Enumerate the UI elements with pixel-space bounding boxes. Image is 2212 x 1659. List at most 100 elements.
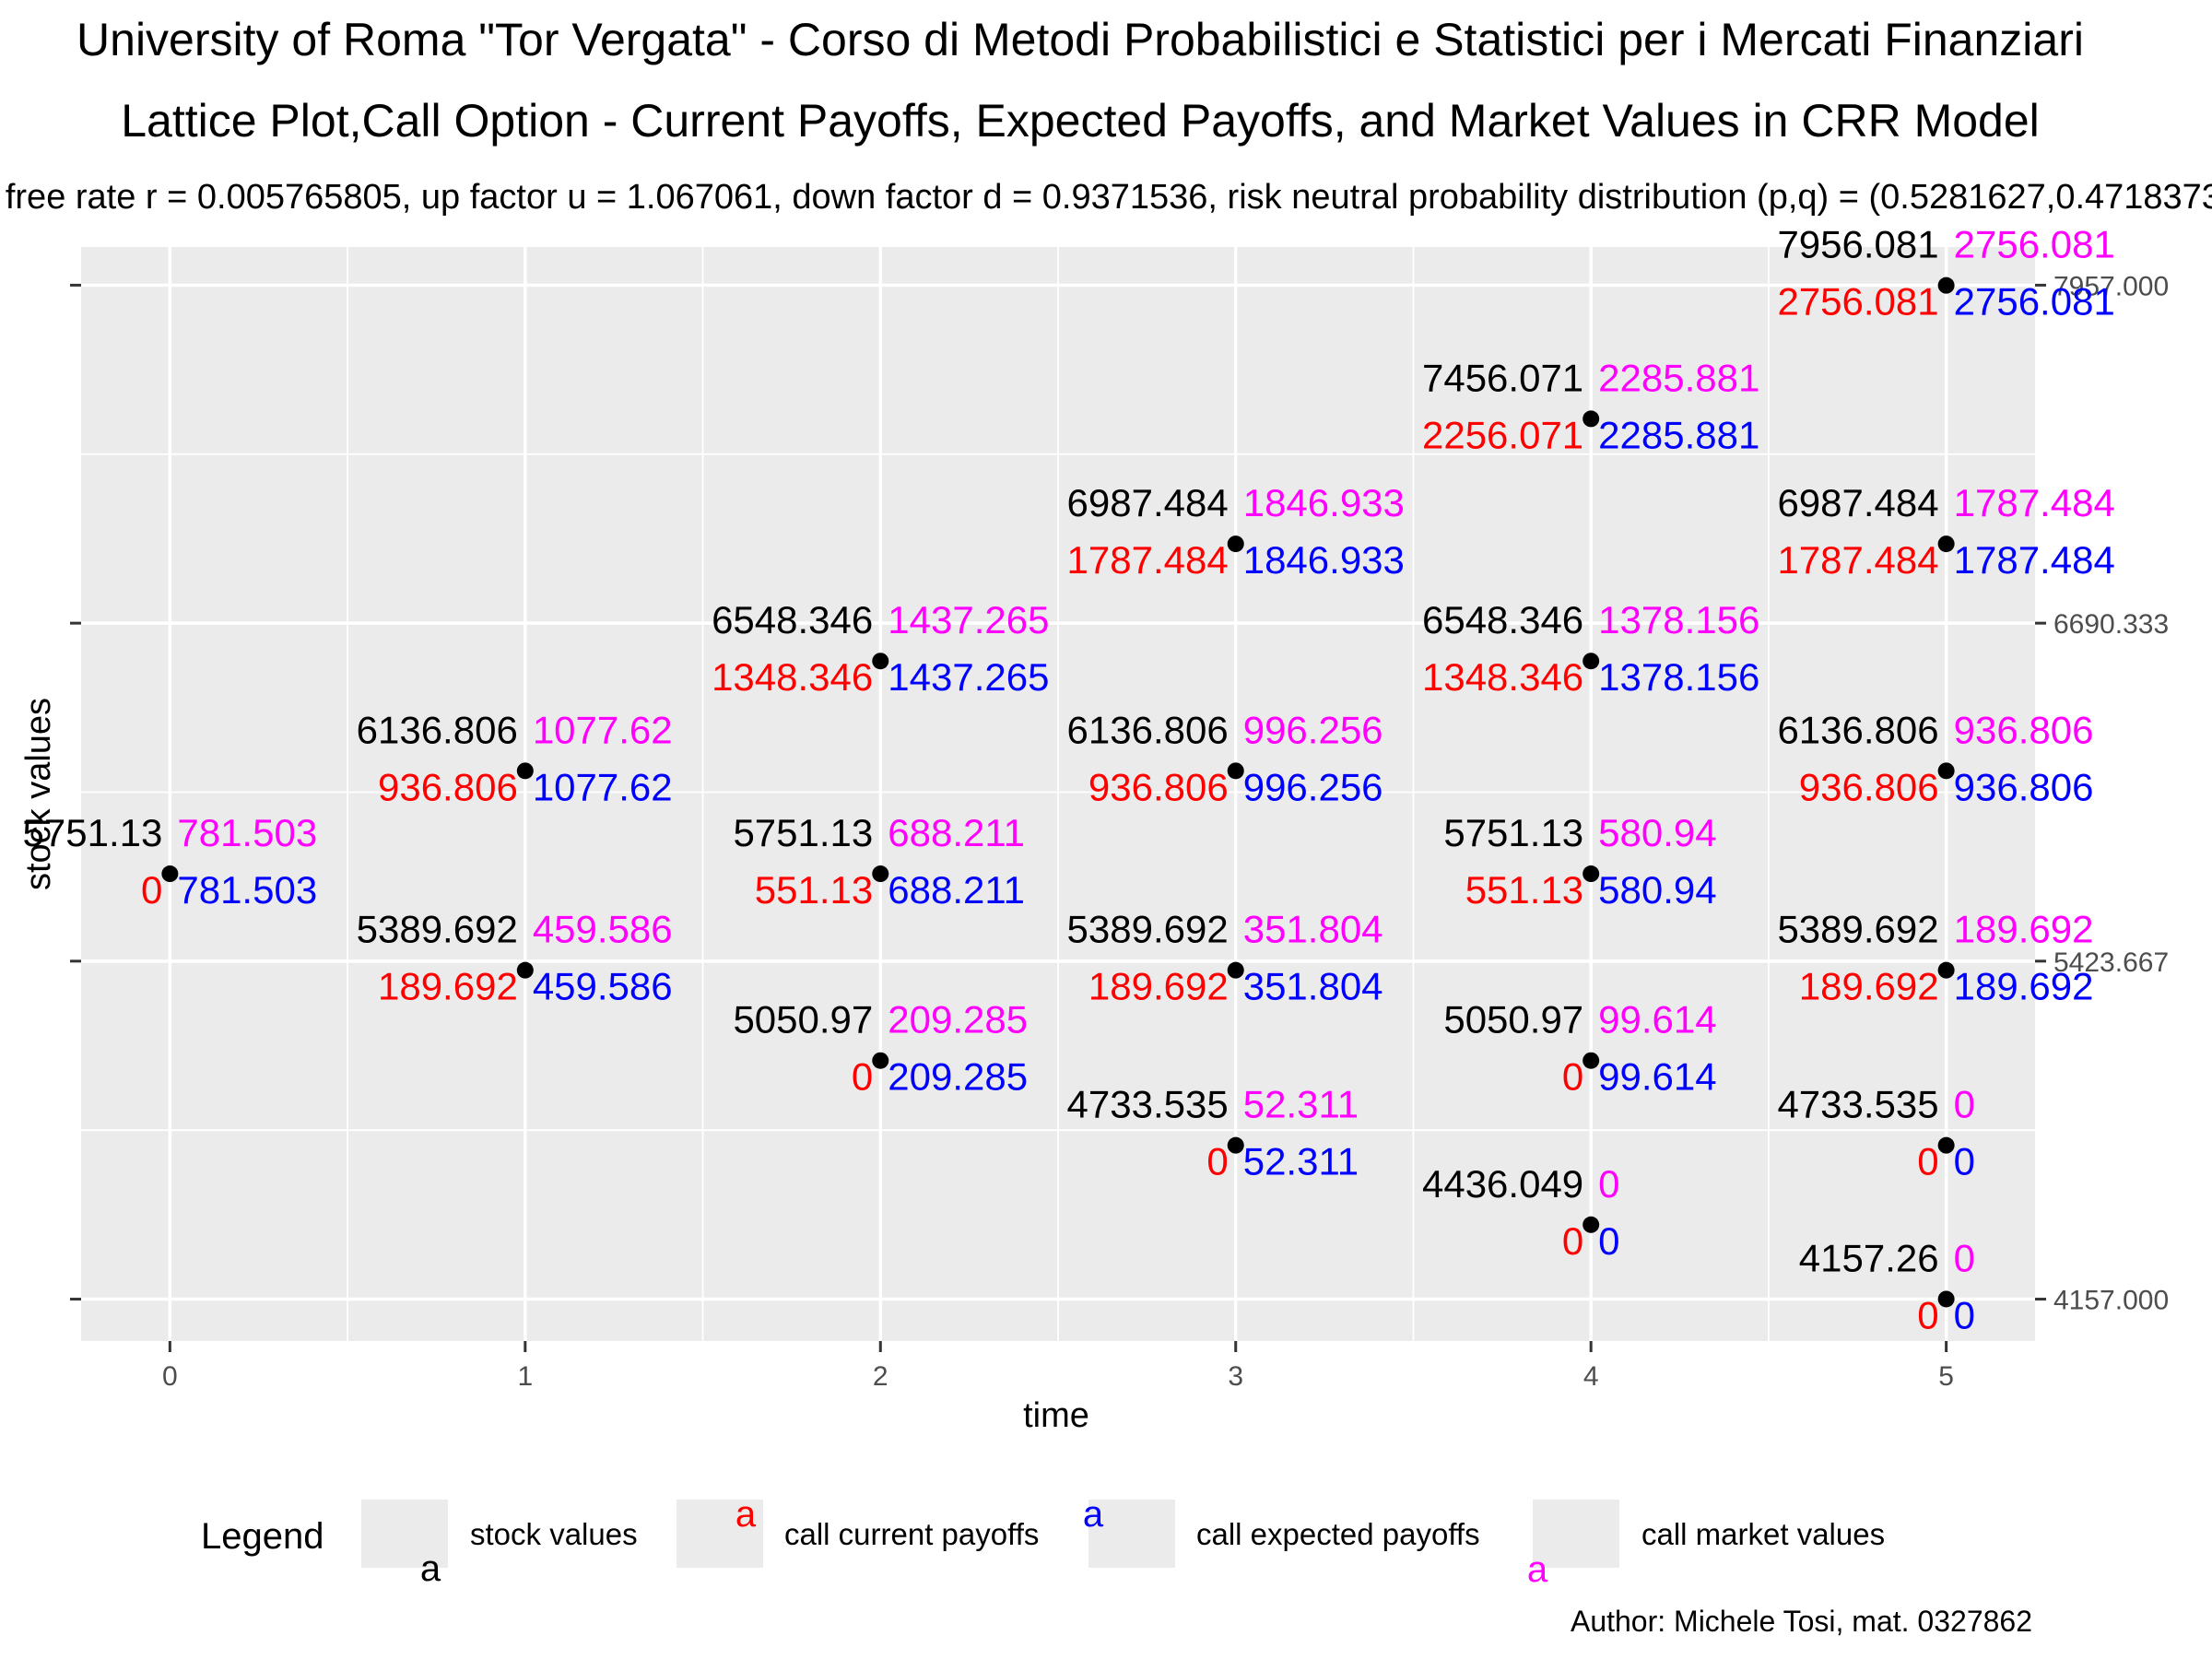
market-value-label: 1787.484: [1954, 481, 2115, 524]
lattice-node-point: [1583, 410, 1600, 428]
expected-payoff-label: 1378.156: [1598, 655, 1759, 699]
market-value-label: 351.804: [1243, 908, 1383, 951]
stock-value-label: 5751.13: [1443, 811, 1583, 854]
market-value-label: 99.614: [1598, 998, 1716, 1041]
expected-payoff-label: 936.806: [1954, 765, 2094, 808]
legend-key-glyph: a: [735, 1494, 757, 1535]
current-payoff-label: 1348.346: [1422, 655, 1583, 699]
expected-payoff-label: 0: [1954, 1140, 1975, 1183]
market-value-label: 0: [1954, 1236, 1975, 1279]
stock-value-label: 4436.049: [1422, 1162, 1583, 1206]
x-axis-tick-label: 3: [1228, 1361, 1243, 1392]
expected-payoff-label: 99.614: [1598, 1055, 1716, 1099]
current-payoff-label: 0: [1562, 1219, 1583, 1263]
stock-value-label: 5751.13: [23, 811, 163, 854]
current-payoff-label: 2256.071: [1422, 413, 1583, 456]
market-value-label: 209.285: [888, 998, 1028, 1041]
expected-payoff-label: 351.804: [1243, 965, 1383, 1008]
expected-payoff-label: 580.94: [1598, 868, 1716, 912]
expected-payoff-label: 52.311: [1243, 1140, 1359, 1183]
x-axis-tick-label: 1: [517, 1361, 533, 1392]
current-payoff-label: 1787.484: [1777, 538, 1938, 582]
expected-payoff-label: 2285.881: [1598, 413, 1759, 456]
lattice-node-point: [1937, 535, 1955, 553]
expected-payoff-label: 0: [1954, 1293, 1975, 1336]
expected-payoff-label: 1437.265: [888, 655, 1049, 699]
legend-key: [1088, 1500, 1175, 1568]
lattice-node-point: [1227, 1136, 1244, 1154]
current-payoff-label: 2756.081: [1777, 280, 1938, 324]
expected-payoff-label: 996.256: [1243, 765, 1383, 808]
market-value-label: 0: [1598, 1162, 1619, 1206]
current-payoff-label: 0: [1562, 1055, 1583, 1099]
stock-value-label: 5389.692: [1777, 908, 1938, 951]
y-axis-tick-label-right: 7957.000: [2053, 271, 2169, 301]
legend-item-label: call market values: [1641, 1517, 1885, 1551]
market-value-label: 781.503: [177, 811, 317, 854]
market-value-label: 1077.62: [533, 708, 673, 751]
stock-value-label: 6987.484: [1067, 481, 1229, 524]
current-payoff-label: 1787.484: [1067, 538, 1229, 582]
expected-payoff-label: 189.692: [1954, 965, 2094, 1008]
stock-value-label: 5050.97: [733, 998, 873, 1041]
stock-value-label: 4157.26: [1799, 1236, 1939, 1279]
stock-value-label: 7456.071: [1422, 356, 1583, 399]
lattice-node-point: [1937, 1136, 1955, 1154]
expected-payoff-label: 209.285: [888, 1055, 1028, 1099]
stock-value-label: 5389.692: [1067, 908, 1229, 951]
current-payoff-label: 0: [141, 868, 162, 912]
stock-value-label: 6136.806: [1777, 708, 1938, 751]
current-payoff-label: 936.806: [378, 765, 518, 808]
stock-value-label: 6548.346: [712, 598, 873, 641]
chart-subtitle: Lattice Plot,Call Option - Current Payof…: [121, 95, 2040, 147]
expected-payoff-label: 688.211: [888, 868, 1025, 912]
legend-key-glyph: a: [420, 1548, 441, 1589]
stock-value-label: 6548.346: [1422, 598, 1583, 641]
lattice-node-point: [1227, 535, 1244, 553]
stock-value-label: 4733.535: [1067, 1083, 1229, 1126]
y-axis-tick-label-right: 6690.333: [2053, 609, 2169, 640]
legend-item-label: call current payoffs: [784, 1517, 1039, 1551]
y-axis-tick-label-right: 4157.000: [2053, 1286, 2169, 1316]
expected-payoff-label: 0: [1598, 1219, 1619, 1263]
legend-key: [677, 1500, 763, 1568]
y-axis-title: stock values: [19, 698, 58, 890]
chart-subtitle-parameters: Risk free rate r = 0.005765805, up facto…: [0, 178, 2212, 217]
stock-value-label: 5389.692: [357, 908, 518, 951]
stock-value-label: 5050.97: [1443, 998, 1583, 1041]
lattice-node-point: [1583, 1216, 1600, 1233]
x-axis-title: time: [1023, 1396, 1089, 1435]
expected-payoff-label: 1846.933: [1243, 538, 1405, 582]
legend-key: [361, 1500, 448, 1568]
expected-payoff-label: 459.586: [533, 965, 673, 1008]
expected-payoff-label: 1077.62: [533, 765, 673, 808]
chart-title: University of Roma "Tor Vergata" - Corso…: [76, 14, 2084, 65]
legend-title: Legend: [201, 1516, 324, 1557]
legend-item-label: stock values: [470, 1517, 638, 1551]
stock-value-label: 6136.806: [357, 708, 518, 751]
current-payoff-label: 551.13: [1465, 868, 1583, 912]
stock-value-label: 6987.484: [1777, 481, 1938, 524]
market-value-label: 2285.881: [1598, 356, 1759, 399]
stock-value-label: 5751.13: [733, 811, 873, 854]
lattice-node-point: [1937, 1290, 1955, 1308]
current-payoff-label: 0: [1206, 1140, 1228, 1183]
stock-value-label: 4733.535: [1777, 1083, 1938, 1126]
current-payoff-label: 0: [1917, 1293, 1938, 1336]
legend-key-glyph: a: [1083, 1494, 1104, 1535]
market-value-label: 580.94: [1598, 811, 1716, 854]
market-value-label: 936.806: [1954, 708, 2094, 751]
lattice-node-point: [516, 961, 534, 979]
lattice-node-point: [1583, 865, 1600, 883]
current-payoff-label: 189.692: [1799, 965, 1939, 1008]
stock-value-label: 6136.806: [1067, 708, 1229, 751]
legend-key: [1533, 1500, 1619, 1568]
chart-caption: Author: Michele Tosi, mat. 0327862: [1571, 1605, 2032, 1638]
lattice-node-point: [161, 865, 179, 883]
lattice-node-point: [1937, 961, 1955, 979]
current-payoff-label: 0: [1917, 1140, 1938, 1183]
lattice-node-point: [1937, 762, 1955, 780]
market-value-label: 996.256: [1243, 708, 1383, 751]
x-axis-tick-label: 2: [873, 1361, 888, 1392]
